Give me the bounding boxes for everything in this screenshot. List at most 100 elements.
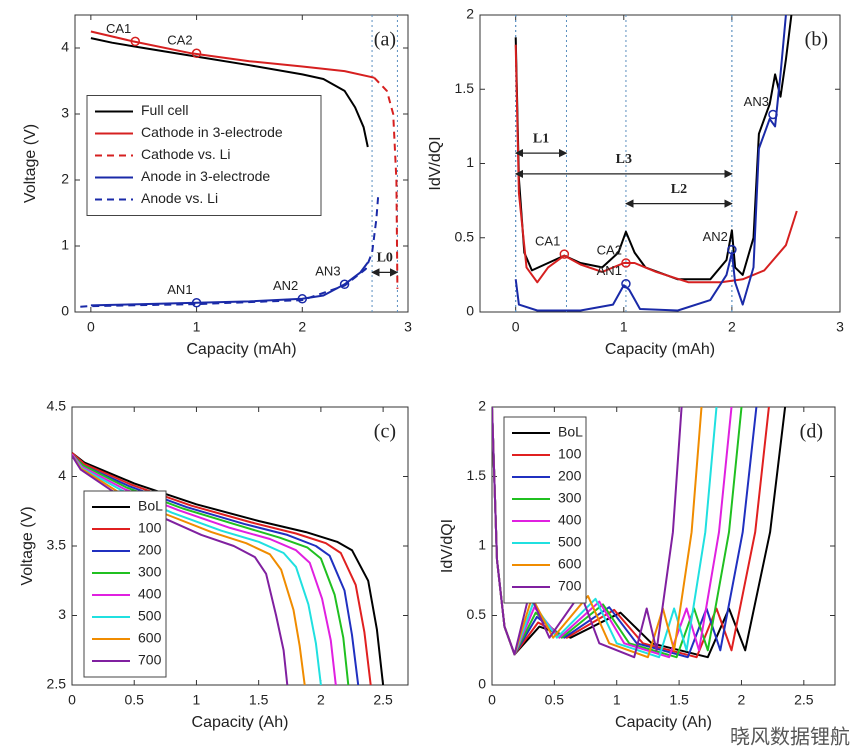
y-tick-label: 1.5 bbox=[467, 467, 487, 483]
panel-label: (a) bbox=[374, 29, 396, 51]
series-line bbox=[80, 193, 380, 308]
legend-label: BoL bbox=[138, 498, 163, 514]
legend-label: 500 bbox=[138, 608, 162, 624]
y-tick-label: 4 bbox=[61, 39, 69, 55]
panel-label: (b) bbox=[805, 29, 828, 51]
x-tick-label: 2 bbox=[298, 319, 306, 335]
legend-label: 300 bbox=[138, 564, 162, 580]
y-tick-label: 4 bbox=[58, 467, 66, 483]
y-tick-label: 3 bbox=[58, 606, 66, 622]
x-axis-label: Capacity (mAh) bbox=[605, 341, 715, 358]
legend-label: 600 bbox=[138, 630, 162, 646]
y-tick-label: 2 bbox=[478, 398, 486, 414]
annotation-marker bbox=[621, 279, 631, 289]
panel-label: (d) bbox=[800, 421, 823, 443]
legend-label: 600 bbox=[558, 556, 582, 572]
series-line bbox=[72, 453, 360, 685]
annotation-marker bbox=[297, 294, 308, 304]
x-axis-label: Capacity (Ah) bbox=[192, 714, 289, 731]
annotation-marker bbox=[727, 244, 737, 255]
plot-area bbox=[514, 15, 798, 312]
series-line bbox=[72, 453, 350, 685]
span-label: L1 bbox=[533, 131, 549, 146]
plot-area bbox=[80, 15, 399, 312]
legend-label: BoL bbox=[558, 424, 583, 440]
series-line bbox=[514, 15, 787, 312]
panel-label: (c) bbox=[374, 421, 396, 443]
x-tick-label: 0.5 bbox=[124, 692, 144, 708]
legend-label: 200 bbox=[138, 542, 162, 558]
legend-label: 400 bbox=[138, 586, 162, 602]
y-tick-label: 0.5 bbox=[467, 606, 487, 622]
annotation-label: CA2 bbox=[167, 33, 192, 48]
legend-label: Full cell bbox=[141, 102, 188, 118]
annotation-marker bbox=[191, 298, 202, 308]
x-tick-label: 0.5 bbox=[545, 692, 565, 708]
legend-box bbox=[83, 490, 167, 678]
y-tick-label: 3.5 bbox=[47, 537, 67, 553]
annotation-label: CA1 bbox=[535, 234, 560, 249]
series-line bbox=[72, 452, 372, 685]
annotation-label: AN1 bbox=[597, 263, 622, 278]
y-axis-label: Voltage (V) bbox=[22, 124, 39, 203]
series-line bbox=[514, 15, 793, 281]
x-tick-label: 1 bbox=[613, 692, 621, 708]
y-tick-label: 1.5 bbox=[455, 80, 475, 96]
x-tick-label: 1.5 bbox=[249, 692, 269, 708]
legend-label: 500 bbox=[558, 534, 582, 550]
legend-label: 400 bbox=[558, 512, 582, 528]
series-line bbox=[90, 37, 369, 148]
annotation-marker bbox=[621, 258, 631, 268]
legend-label: 700 bbox=[138, 652, 162, 668]
x-tick-label: 2.5 bbox=[373, 692, 393, 708]
legend-label: Anode in 3-electrode bbox=[141, 168, 270, 184]
x-axis-label: Capacity (mAh) bbox=[186, 341, 296, 358]
y-tick-label: 0 bbox=[478, 676, 486, 692]
legend-label: 100 bbox=[558, 446, 582, 462]
y-tick-label: 2.5 bbox=[47, 676, 67, 692]
x-tick-label: 2 bbox=[738, 692, 746, 708]
y-tick-label: 1 bbox=[466, 154, 474, 170]
y-tick-label: 2 bbox=[466, 6, 474, 22]
span-label: L3 bbox=[616, 152, 632, 167]
y-tick-label: 0 bbox=[61, 303, 69, 319]
x-tick-label: 1 bbox=[193, 692, 201, 708]
legend-box bbox=[503, 416, 587, 604]
y-tick-label: 0 bbox=[466, 303, 474, 319]
annotation-label: AN3 bbox=[744, 94, 769, 109]
plot-area bbox=[72, 452, 385, 685]
x-tick-label: 0 bbox=[512, 319, 520, 335]
legend-label: 700 bbox=[558, 578, 582, 594]
y-tick-label: 1 bbox=[61, 237, 69, 253]
legend-label: Cathode in 3-electrode bbox=[141, 124, 283, 140]
series-line bbox=[72, 455, 306, 685]
annotation-marker bbox=[130, 36, 141, 47]
annotation-marker bbox=[559, 249, 570, 259]
y-tick-label: 4.5 bbox=[47, 398, 67, 414]
series-line bbox=[72, 453, 337, 685]
series-line bbox=[373, 77, 399, 289]
x-axis-label: Capacity (Ah) bbox=[615, 714, 712, 731]
annotation-label: AN2 bbox=[703, 229, 728, 244]
span-label: L0 bbox=[377, 251, 393, 266]
legend-label: 100 bbox=[138, 520, 162, 536]
x-tick-label: 0 bbox=[488, 692, 496, 708]
legend-label: Cathode vs. Li bbox=[141, 146, 231, 162]
annotation-label: AN1 bbox=[167, 282, 192, 297]
x-tick-label: 2 bbox=[728, 319, 736, 335]
annotation-label: CA1 bbox=[106, 21, 131, 36]
x-tick-label: 0 bbox=[68, 692, 76, 708]
annotation-marker bbox=[768, 109, 778, 120]
x-tick-label: 1 bbox=[620, 319, 628, 335]
x-tick-label: 3 bbox=[836, 319, 844, 335]
x-tick-label: 0 bbox=[87, 319, 95, 335]
x-tick-label: 3 bbox=[404, 319, 412, 335]
x-tick-label: 2.5 bbox=[794, 692, 814, 708]
annotation-marker bbox=[339, 279, 350, 290]
series-line bbox=[90, 30, 375, 79]
y-tick-label: 3 bbox=[61, 105, 69, 121]
x-tick-label: 1.5 bbox=[669, 692, 689, 708]
y-axis-label: IdV/dQI bbox=[427, 136, 444, 190]
